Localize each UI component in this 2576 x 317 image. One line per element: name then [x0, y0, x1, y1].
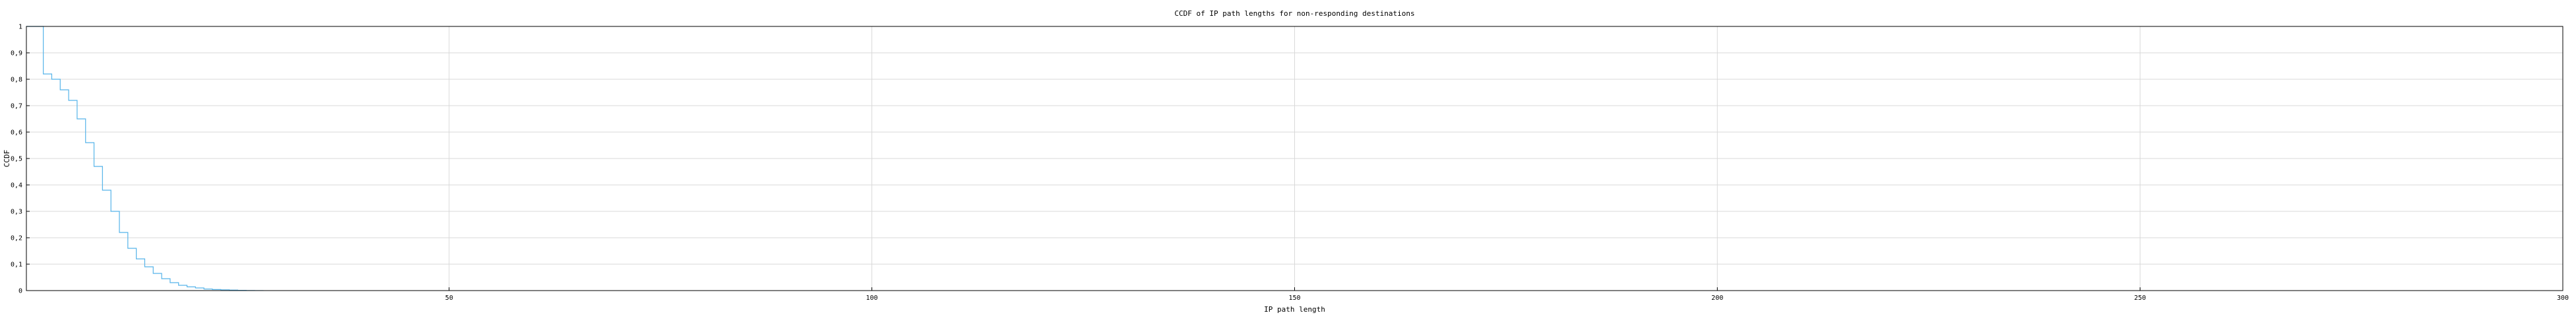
series-line-ccdf [26, 26, 264, 291]
y-tick-label: 0,5 [11, 156, 22, 163]
grid-lines [26, 26, 2563, 291]
x-tick-label: 100 [866, 295, 878, 302]
y-tick-label: 1 [18, 24, 22, 31]
chart-title: CCDF of IP path lengths for non-respondi… [1174, 9, 1414, 18]
y-tick-label: 0,6 [11, 129, 22, 137]
x-tick-label: 200 [1711, 295, 1723, 302]
y-tick-label: 0 [18, 288, 22, 295]
y-tick-label: 0,1 [11, 262, 22, 269]
y-tick-label: 0,3 [11, 209, 22, 216]
y-axis-label: CCDF [3, 150, 11, 168]
x-tick-label: 150 [1288, 295, 1300, 302]
y-tick-label: 0,9 [11, 50, 22, 57]
x-tick-label: 300 [2557, 295, 2569, 302]
y-tick-label: 0,7 [11, 103, 22, 110]
x-tick-label: 50 [445, 295, 453, 302]
y-tick-label: 0,2 [11, 235, 22, 242]
y-tick-label: 0,8 [11, 77, 22, 84]
x-tick-label: 250 [2134, 295, 2146, 302]
x-axis-label: IP path length [1264, 305, 1325, 314]
y-tick-label: 0,4 [11, 182, 22, 190]
